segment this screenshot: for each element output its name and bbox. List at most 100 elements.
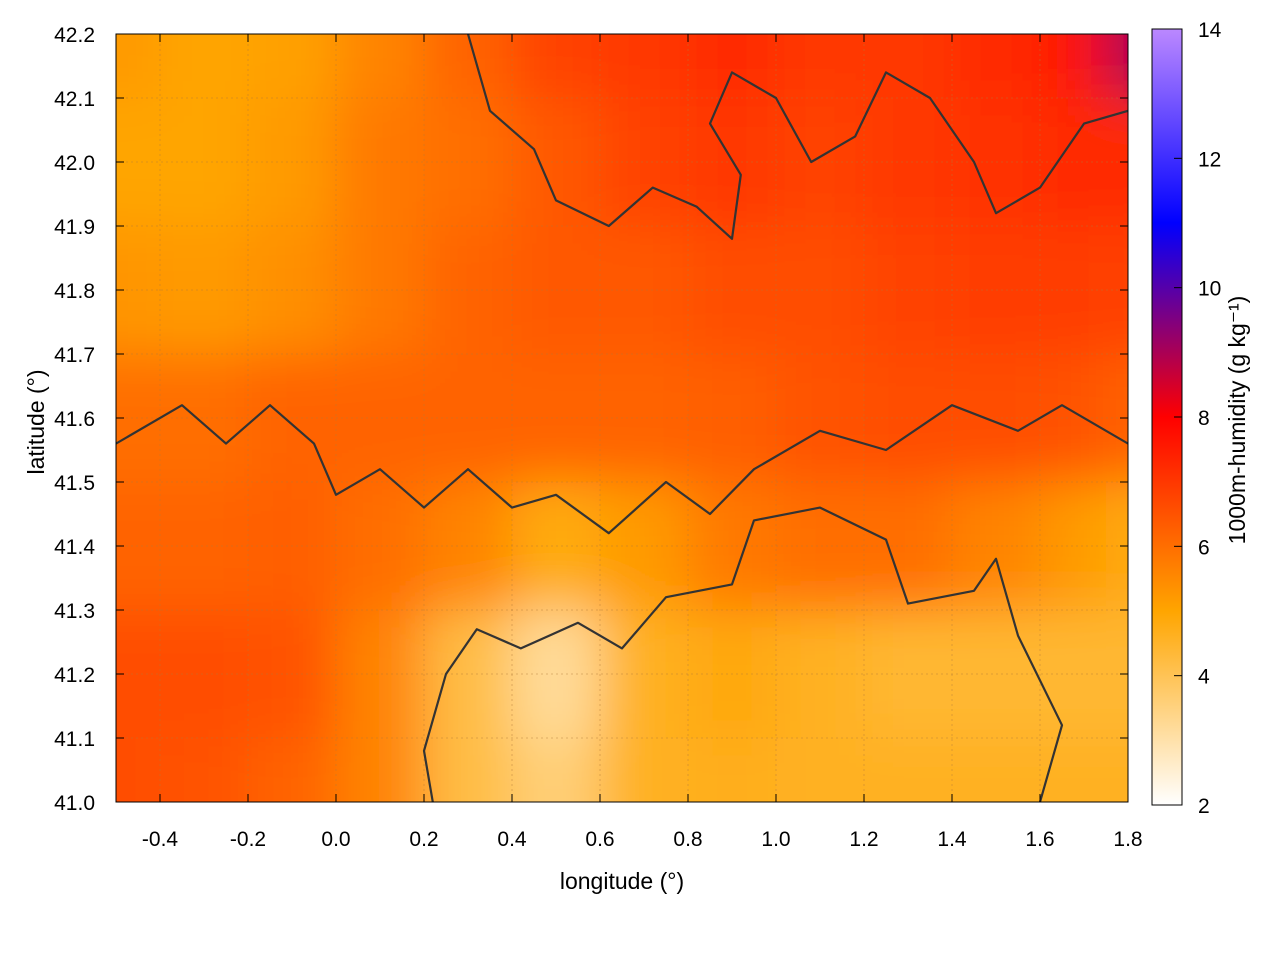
y-tick-label: 41.4 [54, 536, 95, 559]
heatmap-cell [248, 482, 337, 611]
heatmap-cell [1040, 354, 1107, 483]
heatmap-cell [688, 354, 777, 483]
heatmap-cell [160, 610, 249, 739]
heatmap-cell [952, 610, 1041, 739]
x-tick-label: 1.8 [1113, 828, 1142, 851]
heatmap-cell [1106, 226, 1128, 355]
heatmap-cell [116, 738, 161, 802]
x-tick-label: 1.0 [761, 828, 790, 851]
heatmap-cell [864, 226, 953, 355]
y-tick-label: 41.0 [54, 792, 95, 815]
heatmap-cell [248, 98, 337, 227]
heatmap-cell [952, 98, 1041, 227]
y-tick-label: 41.6 [54, 408, 95, 431]
heatmap-cell [512, 482, 601, 611]
colorbar: 2 4 6 8 10 12 14 [1151, 19, 1222, 818]
heatmap-cell [1040, 226, 1107, 355]
heatmap-cell [952, 738, 1041, 802]
heatmap-cell [688, 738, 777, 802]
x-tick-label: 0.8 [673, 828, 702, 851]
heatmap-cell [1106, 738, 1128, 802]
heatmap-cell [424, 226, 513, 355]
heatmap-cell [336, 226, 425, 355]
grid-lines [116, 34, 1128, 802]
heatmap-cell [776, 482, 865, 611]
heatmap-cell [336, 610, 425, 739]
contour-line [116, 404, 1128, 535]
x-tick-label: -0.4 [142, 828, 179, 851]
heatmap-cell [248, 226, 337, 355]
heatmap-cell [864, 354, 953, 483]
heatmap-cell [248, 34, 337, 99]
heatmap-cell [1040, 98, 1107, 227]
y-tick-label: 42.1 [54, 88, 95, 111]
heatmap-cell [688, 482, 777, 611]
heatmap-cell [600, 610, 689, 739]
heatmap-cell [336, 738, 425, 802]
heatmap-cell [512, 354, 601, 483]
y-axis: 41.0 41.1 41.2 41.3 41.4 41.5 41.6 41.7 41.8 41.9… [54, 24, 1128, 815]
heatmap-cell [776, 354, 865, 483]
heatmap-cell [512, 226, 601, 355]
heatmap-cell [248, 610, 337, 739]
heatmap-cell [864, 34, 953, 99]
heatmap-cell [424, 482, 513, 611]
heatmap-cell [424, 354, 513, 483]
heatmap-cell [864, 482, 953, 611]
heatmap-cell [600, 98, 689, 227]
y-tick-label: 42.0 [54, 152, 95, 175]
heatmap-cell [1106, 482, 1128, 611]
x-tick-label: 0.2 [409, 828, 438, 851]
heatmap-cell [336, 98, 425, 227]
heatmap-cell [160, 226, 249, 355]
heatmap-cell [688, 610, 777, 739]
heatmap-cell [864, 98, 953, 227]
heatmap-cell [952, 482, 1041, 611]
colorbar-tick-label: 6 [1198, 536, 1210, 559]
colorbar-tick-label: 8 [1198, 407, 1210, 430]
heatmap-cell [1106, 98, 1128, 227]
x-tick-label: -0.2 [230, 828, 266, 851]
heatmap-cell [1040, 34, 1107, 99]
y-axis-label: latitude (°) [23, 369, 49, 474]
heatmap-cell [512, 738, 601, 802]
heatmap-cell [776, 610, 865, 739]
y-tick-label: 41.7 [54, 344, 95, 367]
heatmap-cells [116, 34, 1128, 802]
heatmap-cell [424, 738, 513, 802]
heatmap-cell [248, 738, 337, 802]
colorbar-tick-label: 4 [1198, 666, 1210, 689]
heatmap-cell [116, 34, 161, 99]
heatmap-cell [1106, 354, 1128, 483]
heatmap-cell [424, 610, 513, 739]
heatmap-cell [160, 482, 249, 611]
colorbar-tick-label: 14 [1198, 19, 1222, 42]
heatmap-cell [336, 482, 425, 611]
colorbar-ticks: 2 4 6 8 10 12 14 [1174, 19, 1222, 818]
y-tick-label: 41.3 [54, 600, 95, 623]
heatmap-cell [952, 34, 1041, 99]
heatmap-cell [1106, 34, 1128, 99]
contour-lines [116, 34, 1128, 802]
heatmap-cell [688, 226, 777, 355]
y-tick-label: 41.1 [54, 728, 95, 751]
y-tick-label: 42.2 [54, 24, 95, 47]
heatmap-cell [424, 34, 513, 99]
x-tick-label: 0.4 [497, 828, 527, 851]
heatmap-cell [160, 98, 249, 227]
heatmap-cell [600, 34, 689, 99]
heatmap-cell [336, 354, 425, 483]
y-tick-label: 41.5 [54, 472, 95, 495]
x-tick-label: 0.6 [585, 828, 614, 851]
colorbar-tick-label: 2 [1198, 795, 1210, 818]
heatmap-cell [776, 226, 865, 355]
heatmap-cell [600, 226, 689, 355]
heatmap-cell [600, 482, 689, 611]
heatmap-cell [1040, 610, 1107, 739]
x-tick-label: 1.6 [1025, 828, 1054, 851]
heatmap-cell [952, 226, 1041, 355]
x-tick-label: 1.4 [937, 828, 967, 851]
heatmap-cell [688, 34, 777, 99]
heatmap-cell [160, 738, 249, 802]
